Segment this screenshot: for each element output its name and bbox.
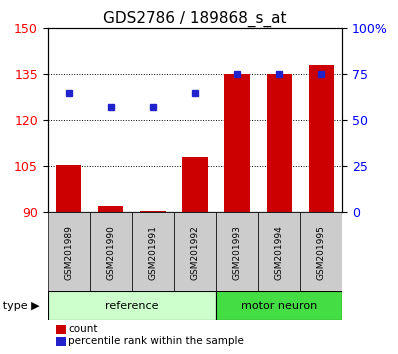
Bar	[56, 165, 82, 212]
Text: GSM201995: GSM201995	[317, 225, 326, 280]
Bar	[216, 291, 342, 320]
Bar	[308, 65, 334, 212]
Title: GDS2786 / 189868_s_at: GDS2786 / 189868_s_at	[103, 11, 287, 27]
Text: GSM201990: GSM201990	[106, 225, 115, 280]
Text: GSM201991: GSM201991	[148, 225, 158, 280]
Text: GSM201989: GSM201989	[64, 225, 73, 280]
Text: motor neuron: motor neuron	[241, 301, 317, 311]
Bar	[224, 74, 250, 212]
Text: GSM201992: GSM201992	[191, 225, 199, 280]
Bar	[174, 212, 216, 292]
Bar	[48, 291, 216, 320]
Text: reference: reference	[105, 301, 159, 311]
Bar	[98, 206, 123, 212]
Bar	[48, 212, 90, 292]
Bar	[132, 212, 174, 292]
Bar	[216, 212, 258, 292]
Bar	[90, 212, 132, 292]
Bar	[267, 74, 292, 212]
Text: cell type ▶: cell type ▶	[0, 301, 40, 311]
Text: count: count	[68, 324, 98, 334]
Bar	[258, 212, 300, 292]
Bar	[182, 157, 208, 212]
Text: GSM201993: GSM201993	[232, 225, 242, 280]
Bar	[300, 212, 342, 292]
Text: percentile rank within the sample: percentile rank within the sample	[68, 336, 244, 346]
Bar	[140, 211, 166, 212]
Text: GSM201994: GSM201994	[275, 225, 284, 280]
